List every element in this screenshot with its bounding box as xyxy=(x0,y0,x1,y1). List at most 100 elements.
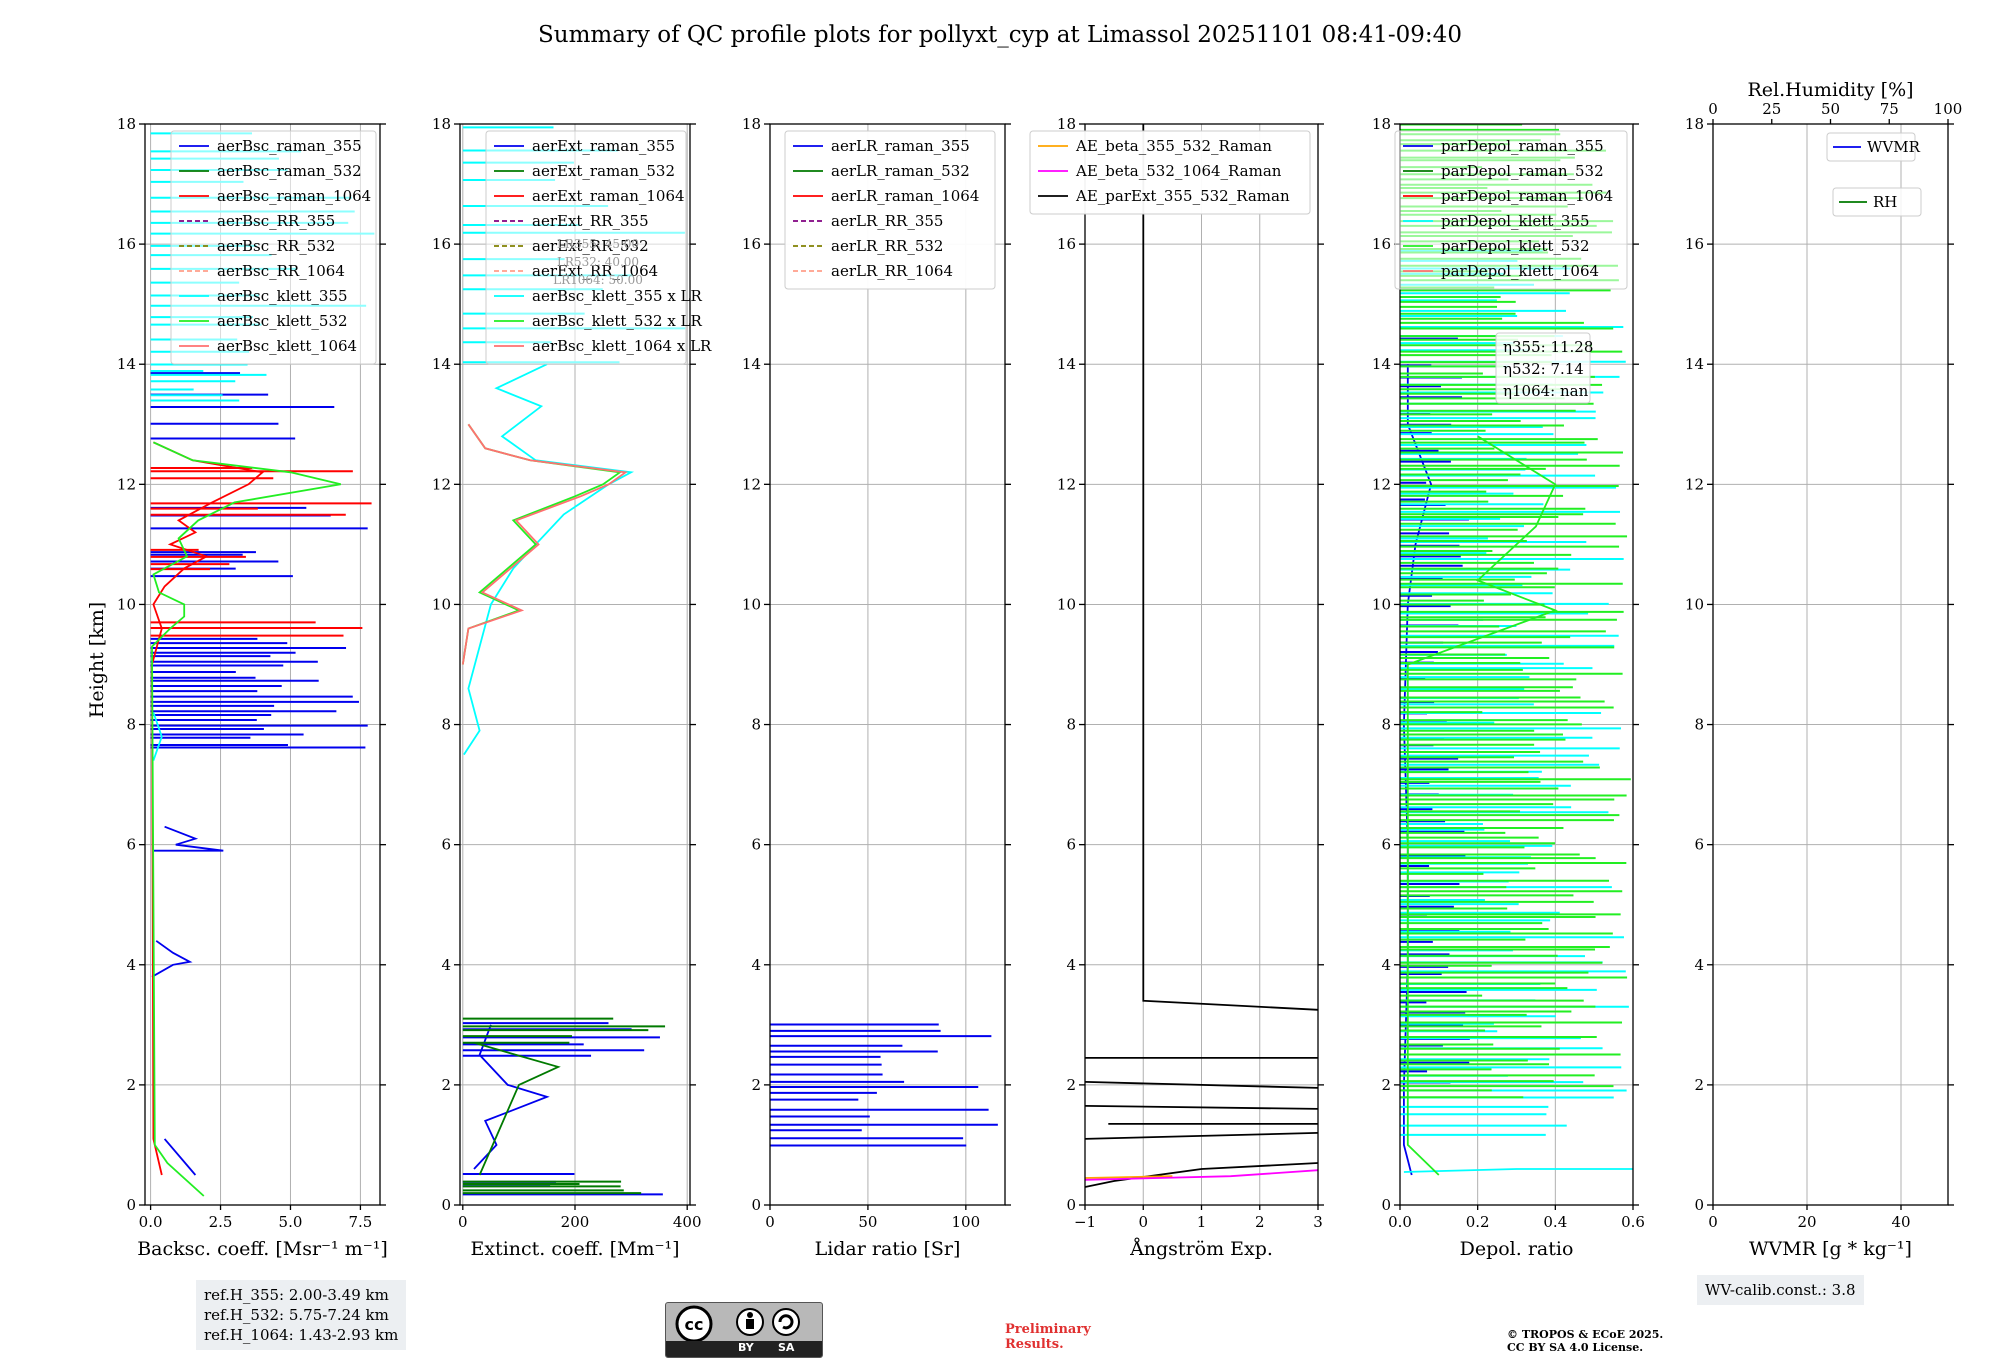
sa-label: SA xyxy=(778,1341,795,1354)
x-axis-label: WVMR [g * kg⁻¹] xyxy=(1749,1238,1912,1260)
y-tick-label: 10 xyxy=(1372,595,1391,613)
legend-label: aerLR_RR_532 xyxy=(831,237,943,255)
y-tick-label: 8 xyxy=(441,716,451,734)
y-tick-label: 12 xyxy=(1372,475,1391,493)
top-tick-label: 50 xyxy=(1821,100,1840,118)
y-tick-label: 12 xyxy=(742,475,761,493)
legend-label: aerExt_raman_1064 xyxy=(532,187,685,205)
series-line-AE_parExt_355_532_Raman xyxy=(1142,124,1318,1011)
series-line-parDepol_klett_355 xyxy=(1403,1168,1633,1173)
series-line-aerBsc_raman_355 xyxy=(163,1138,197,1176)
y-tick-label: 8 xyxy=(126,716,136,734)
eta-box xyxy=(1495,332,1591,404)
x-tick-label: 2 xyxy=(1255,1213,1265,1231)
x-tick-label: 1 xyxy=(1197,1213,1207,1231)
y-tick-label: 2 xyxy=(1066,1076,1076,1094)
cc-icons: cc xyxy=(675,1305,800,1343)
series-line-AE_beta_355_532_Raman xyxy=(1085,1175,1173,1179)
legend-label: aerExt_raman_355 xyxy=(532,137,675,155)
x-tick-label: 400 xyxy=(673,1213,702,1231)
axes-frame xyxy=(144,123,381,1206)
x-tick-label: 0 xyxy=(1708,1213,1718,1231)
y-tick-label: 8 xyxy=(1066,716,1076,734)
y-tick-label: 8 xyxy=(1381,716,1391,734)
y-tick-label: 18 xyxy=(742,115,761,133)
legend-label: aerBsc_raman_355 xyxy=(217,137,362,155)
series-line-AE_parExt_355_532_Raman xyxy=(1085,1081,1318,1089)
series-line-parDepol_klett_532 xyxy=(1406,435,1558,1176)
panel-bsc: 0.0 2.5 5.0 7.5 0 2 4 6 8 10 12 14 16 18 Backsc. coeff… xyxy=(117,115,388,1260)
legend-label: AE_parExt_355_532_Raman xyxy=(1075,187,1290,205)
copyright-line-1: © TROPOS & ECoE 2025. xyxy=(1507,1328,1664,1341)
series-line-aerExt_raman_532 xyxy=(473,1041,561,1176)
refh-box: ref.H_355: 2.00-3.49 km ref.H_532: 5.75-… xyxy=(196,1280,407,1350)
y-tick-label: 12 xyxy=(432,475,451,493)
y-tick-label: 16 xyxy=(117,235,136,253)
eta-line: η355: 11.28 xyxy=(1503,338,1593,356)
y-tick-label: 6 xyxy=(1694,836,1704,854)
x-tick-label: 0.6 xyxy=(1621,1213,1645,1231)
y-tick-label: 0 xyxy=(1381,1196,1391,1214)
refh-532: ref.H_532: 5.75-7.24 km xyxy=(204,1306,389,1324)
y-tick-label: 4 xyxy=(1694,956,1704,974)
top-tick-label: 100 xyxy=(1934,100,1963,118)
y-tick-label: 10 xyxy=(1685,595,1704,613)
x-tick-label: 0.4 xyxy=(1543,1213,1567,1231)
y-tick-label: 16 xyxy=(432,235,451,253)
x-tick-label: −1 xyxy=(1074,1213,1096,1231)
legend-label: aerBsc_klett_355 xyxy=(217,287,348,305)
lr-note: LR532: 40.00 xyxy=(557,255,639,269)
cc-license-badge[interactable]: cc BY SA xyxy=(665,1302,823,1358)
legend-label: parDepol_raman_532 xyxy=(1441,162,1604,180)
x-axis-label: Ångström Exp. xyxy=(1129,1238,1273,1260)
legend-label: aerExt_RR_355 xyxy=(532,212,649,230)
legend-label: aerBsc_RR_532 xyxy=(217,237,335,255)
y-tick-label: 14 xyxy=(742,355,761,373)
legend-label: aerBsc_klett_1064 xyxy=(217,337,357,355)
x-tick-label: 20 xyxy=(1797,1213,1816,1231)
legend-label: WVMR xyxy=(1867,138,1921,156)
y-tick-label: 10 xyxy=(742,595,761,613)
y-tick-label: 6 xyxy=(126,836,136,854)
data-layer-ae xyxy=(1085,124,1318,1188)
y-tick-label: 2 xyxy=(751,1076,761,1094)
series-line-aerBsc_raman_1064 xyxy=(151,441,265,1176)
y-tick-label: 10 xyxy=(432,595,451,613)
y-tick-label: 10 xyxy=(1057,595,1076,613)
panel-wv: 0 20 40 0 2 4 6 8 10 12 14 16 18 WVMR [g * kg⁻¹] 0 25 50… xyxy=(1685,79,1962,1260)
lr-note: LR1064: 50.00 xyxy=(553,273,643,287)
legend-label: aerLR_RR_355 xyxy=(831,212,943,230)
legend-box-WVMR xyxy=(1826,132,1916,162)
legend-label: parDepol_klett_532 xyxy=(1441,237,1590,255)
cc-icon-text: cc xyxy=(685,1315,704,1334)
legend-label: aerExt_raman_532 xyxy=(532,162,675,180)
x-tick-label: 2.5 xyxy=(209,1213,233,1231)
legend-label: parDepol_klett_355 xyxy=(1441,212,1590,230)
y-tick-label: 8 xyxy=(751,716,761,734)
y-tick-label: 18 xyxy=(117,115,136,133)
legend-label: AE_beta_355_532_Raman xyxy=(1075,137,1272,155)
wv-calib-const: WV-calib.const.: 3.8 xyxy=(1705,1281,1856,1299)
y-tick-label: 0 xyxy=(126,1196,136,1214)
y-tick-label: 12 xyxy=(117,475,136,493)
panel-ext: 0 200 400 0 2 4 6 8 10 12 14 16 18 Extinct. coeff. [M… xyxy=(432,115,712,1260)
x-tick-label: 7.5 xyxy=(348,1213,372,1231)
series-line-AE_parExt_355_532_Raman xyxy=(1085,1105,1318,1110)
y-tick-label: 2 xyxy=(441,1076,451,1094)
series-line-AE_parExt_355_532_Raman xyxy=(1085,1132,1318,1140)
series-line-AE_parExt_355_532_Raman xyxy=(1085,1162,1318,1188)
top-tick-label: 25 xyxy=(1762,100,1781,118)
prelim-line-2: Results. xyxy=(1005,1337,1064,1352)
series-line-aerBsc_raman_355 xyxy=(151,940,193,978)
data-layer-lr xyxy=(770,1023,998,1147)
x-tick-label: 0 xyxy=(458,1213,468,1231)
cc-label-bar: BY SA xyxy=(666,1341,822,1357)
x-tick-label: 50 xyxy=(858,1213,877,1231)
eta-line: η532: 7.14 xyxy=(1503,360,1584,378)
legend-label: aerExt_RR_1064 xyxy=(532,262,658,280)
eta-line: η1064: nan xyxy=(1503,382,1589,400)
legend-label: AE_beta_532_1064_Raman xyxy=(1075,162,1282,180)
y-tick-label: 18 xyxy=(1685,115,1704,133)
